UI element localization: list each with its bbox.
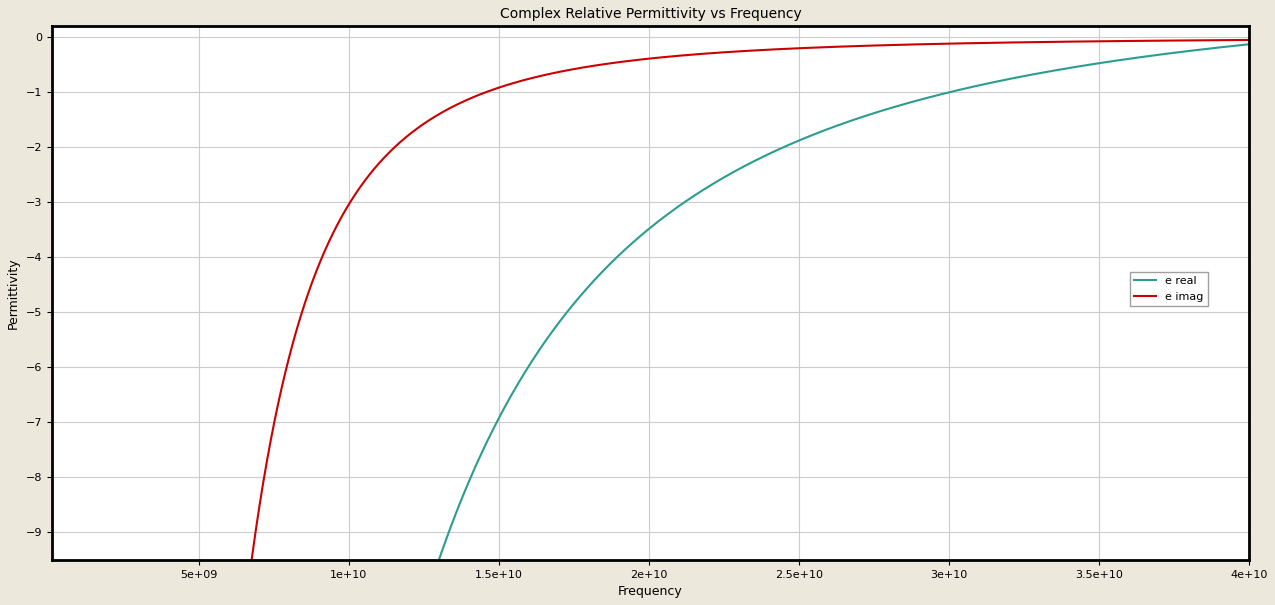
X-axis label: Frequency: Frequency	[618, 585, 683, 598]
Legend: e real, e imag: e real, e imag	[1130, 272, 1207, 306]
Y-axis label: Permittivity: Permittivity	[6, 257, 20, 329]
e real	[630, 235, 645, 243]
e real	[1242, 41, 1257, 48]
e imag	[1242, 36, 1257, 44]
e imag	[1178, 37, 1193, 44]
Line: e imag: e imag	[52, 40, 1250, 605]
e imag	[630, 56, 645, 64]
Title: Complex Relative Permittivity vs Frequency: Complex Relative Permittivity vs Frequen…	[500, 7, 802, 21]
Line: e real: e real	[52, 44, 1250, 605]
e imag	[279, 364, 295, 371]
e real	[1178, 48, 1193, 55]
